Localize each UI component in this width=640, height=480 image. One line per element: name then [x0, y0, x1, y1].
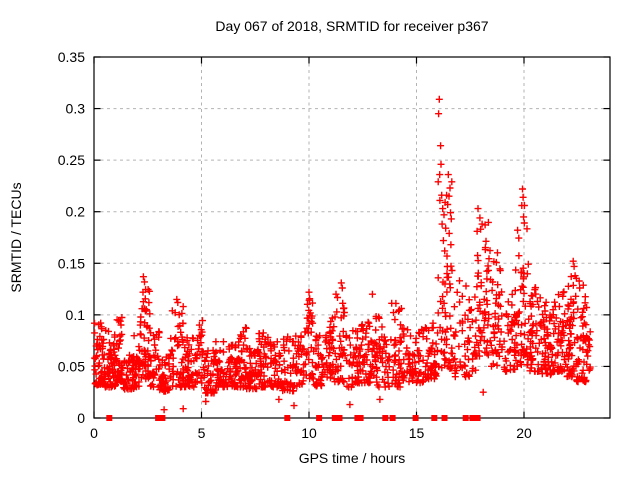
y-axis-label: SRMTID / TECUs	[8, 182, 24, 292]
y-tick-label: 0.25	[58, 152, 85, 168]
tick-labels: 0 5 10 15 20 0 0.05 0.1 0.15 0.2 0.25 0.3 0.35	[58, 49, 532, 441]
plot-border	[93, 56, 611, 419]
tick-marks	[93, 56, 610, 419]
x-tick-label: 5	[198, 425, 206, 441]
y-tick-label: 0.1	[66, 307, 86, 323]
y-tick-label: 0.35	[58, 49, 85, 65]
x-tick-label: 10	[301, 425, 317, 441]
zero-markers	[106, 415, 481, 421]
x-tick-label: 20	[516, 425, 532, 441]
y-tick-label: 0.15	[58, 255, 85, 271]
y-tick-label: 0	[77, 410, 85, 426]
scatter-points	[91, 95, 594, 414]
y-tick-label: 0.3	[66, 101, 86, 117]
x-tick-label: 0	[90, 425, 98, 441]
x-axis-label: GPS time / hours	[299, 450, 406, 466]
chart-title: Day 067 of 2018, SRMTID for receiver p36…	[215, 18, 488, 34]
x-tick-label: 15	[409, 425, 425, 441]
y-tick-label: 0.2	[66, 204, 86, 220]
y-tick-label: 0.05	[58, 358, 85, 374]
